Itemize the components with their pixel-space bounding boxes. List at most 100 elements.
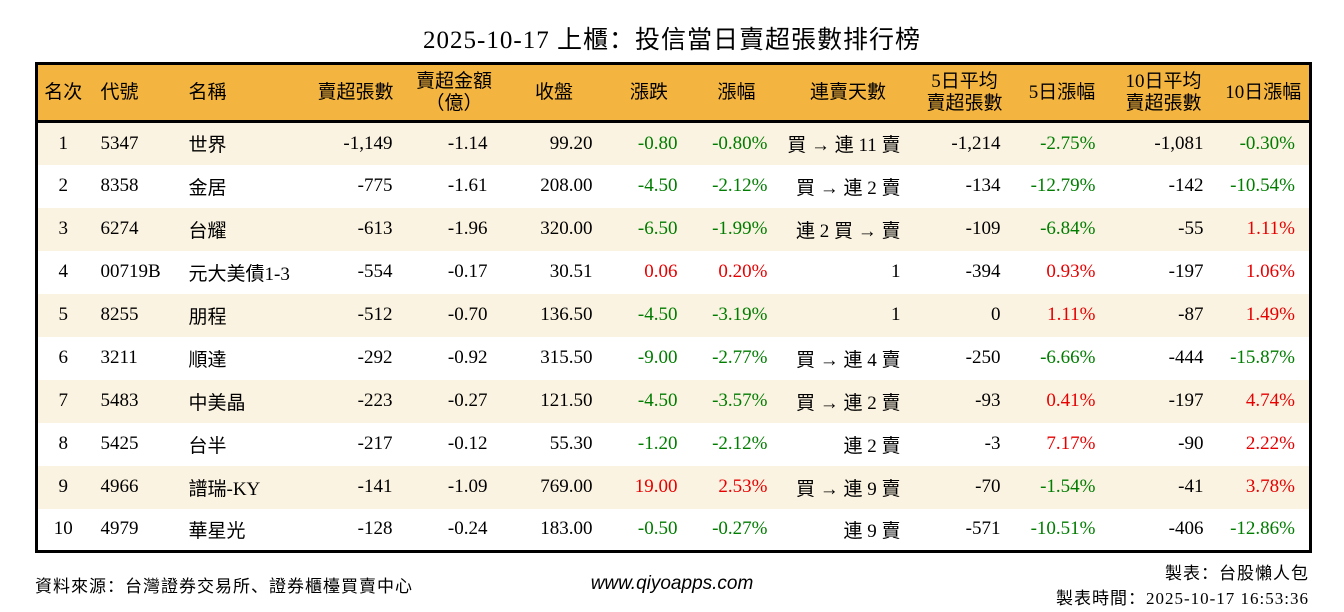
cell-net_sell: -554 xyxy=(357,261,393,282)
cell-avg10: -87 xyxy=(1178,304,1204,325)
table-row: 9 4966 譜瑞-KY -141 -1.09 769.00 19.00 2.53% 買 → 連… xyxy=(36,465,1311,509)
cell-avg10: -55 xyxy=(1178,218,1204,239)
cell-avg10: -197 xyxy=(1168,261,1204,282)
cell-change_pct: 0.20% xyxy=(718,261,768,282)
cell-net_sell: -775 xyxy=(357,175,393,196)
cell-rank: 1 xyxy=(58,132,69,154)
cell-change_pct: -2.12% xyxy=(712,175,768,196)
cell-pct10: -0.30% xyxy=(1239,132,1295,154)
cell-avg5: -394 xyxy=(965,261,1001,282)
cell-pct5: -1.54% xyxy=(1040,476,1096,497)
cell-pct10: -15.87% xyxy=(1230,347,1295,368)
cell-net_sell: -292 xyxy=(357,347,393,368)
table-row: 1 5347 世界 -1,149 -1.14 99.20 -0.80 -0.80% 買 → 連 … xyxy=(36,121,1311,165)
cell-pct5: -2.75% xyxy=(1040,132,1096,154)
cell-close: 320.00 xyxy=(540,218,593,239)
cell-code: 00719B xyxy=(100,261,161,282)
cell-change: -9.00 xyxy=(637,347,678,368)
column-header-code: 代號 xyxy=(88,63,177,123)
cell-amount: -0.17 xyxy=(447,261,488,282)
cell-streak: 買 → 連 9 賣 xyxy=(795,478,901,500)
cell-streak: 買 → 連 2 賣 xyxy=(795,392,901,414)
cell-avg5: -3 xyxy=(984,433,1001,454)
cell-rank: 4 xyxy=(58,261,69,282)
cell-net_sell: -128 xyxy=(357,518,393,540)
column-header-name: 名稱 xyxy=(176,63,305,123)
column-header-avg10: 10日平均 賣超張數 xyxy=(1109,63,1218,123)
cell-net_sell: -217 xyxy=(357,433,393,454)
cell-code: 5425 xyxy=(100,433,139,454)
cell-code: 8255 xyxy=(100,304,139,325)
generated-timestamp: 製表時間：2025-10-17 16:53:36 xyxy=(1055,588,1309,608)
cell-avg10: -406 xyxy=(1168,518,1204,540)
cell-amount: -0.70 xyxy=(447,304,488,325)
cell-change_pct: -2.77% xyxy=(712,347,768,368)
cell-code: 5483 xyxy=(100,390,139,411)
column-header-amount: 賣超金額 （億） xyxy=(406,63,502,123)
cell-rank: 6 xyxy=(58,347,69,368)
cell-rank: 3 xyxy=(58,218,69,239)
table-row: 6 3211 順達 -292 -0.92 315.50 -9.00 -2.77% 買 → 連 4… xyxy=(37,337,1311,380)
table-body: 1 5347 世界 -1,149 -1.14 99.20 -0.80 -0.80% 買 → 連 … xyxy=(36,121,1311,552)
cell-close: 315.50 xyxy=(540,347,593,368)
column-header-pct10: 10日漲幅 xyxy=(1217,63,1311,123)
cell-change_pct: 2.53% xyxy=(718,476,768,497)
cell-amount: -0.92 xyxy=(447,347,488,368)
website-link[interactable]: www.qiyoapps.com xyxy=(590,573,754,594)
cell-pct10: -12.86% xyxy=(1230,518,1295,540)
cell-code: 4979 xyxy=(100,518,139,540)
ranking-table: 名次 代號 名稱 賣超張數 賣超金額 （億） 收盤 漲跌 漲幅 連賣天數 5日平均 賣超張數 5日漲… xyxy=(35,62,1312,553)
cell-streak: 1 xyxy=(891,261,901,282)
cell-pct5: 0.41% xyxy=(1046,390,1096,411)
cell-amount: -0.12 xyxy=(447,433,488,454)
cell-pct5: -6.66% xyxy=(1040,347,1096,368)
cell-pct10: -10.54% xyxy=(1230,175,1295,196)
cell-pct5: 7.17% xyxy=(1046,433,1096,454)
cell-avg5: -1,214 xyxy=(951,132,1001,154)
cell-avg10: -90 xyxy=(1178,433,1204,454)
cell-rank: 8 xyxy=(58,433,69,454)
cell-pct10: 4.74% xyxy=(1245,390,1295,411)
cell-net_sell: -141 xyxy=(357,476,393,497)
cell-amount: -1.14 xyxy=(447,132,488,154)
table-row: 10 4979 華星光 -128 -0.24 183.00 -0.50 -0.27% 連 9 賣… xyxy=(37,509,1311,552)
cell-change_pct: -2.12% xyxy=(712,433,768,454)
cell-close: 208.00 xyxy=(540,175,593,196)
table-row: 5 8255 朋程 -512 -0.70 136.50 -4.50 -3.19% 1 0 1.11%… xyxy=(36,293,1311,337)
column-header-net_sell: 賣超張數 xyxy=(304,63,407,123)
cell-amount: -0.27 xyxy=(447,390,488,411)
cell-rank: 7 xyxy=(58,390,69,411)
cell-avg10: -41 xyxy=(1178,476,1204,497)
cell-amount: -1.09 xyxy=(447,476,488,497)
cell-avg5: -109 xyxy=(965,218,1001,239)
cell-change: -0.50 xyxy=(637,518,678,540)
cell-change: -1.20 xyxy=(637,433,678,454)
cell-name: 朋程 xyxy=(188,306,227,328)
cell-change_pct: -0.80% xyxy=(712,132,768,154)
cell-change_pct: -3.57% xyxy=(712,390,768,411)
cell-close: 183.00 xyxy=(540,518,593,540)
cell-pct10: 1.11% xyxy=(1246,218,1295,239)
author-note: 製表：台股懶人包 xyxy=(1165,564,1309,583)
column-header-change_pct: 漲幅 xyxy=(691,63,782,123)
cell-pct10: 1.49% xyxy=(1245,304,1295,325)
cell-avg5: -70 xyxy=(975,476,1001,497)
cell-name: 譜瑞-KY xyxy=(188,478,261,500)
cell-code: 4966 xyxy=(100,476,139,497)
cell-change: -4.50 xyxy=(637,175,678,196)
cell-avg10: -1,081 xyxy=(1154,132,1204,154)
cell-name: 台耀 xyxy=(188,220,227,242)
table-row: 4 00719B 元大美債1-3 -554 -0.17 30.51 0.06 0.20% 1 -3… xyxy=(37,251,1311,294)
cell-avg5: -250 xyxy=(965,347,1001,368)
cell-pct5: 1.11% xyxy=(1047,304,1096,325)
cell-avg5: 0 xyxy=(991,304,1001,325)
cell-name: 世界 xyxy=(188,135,227,157)
cell-rank: 10 xyxy=(53,518,73,540)
cell-change_pct: -1.99% xyxy=(712,218,768,239)
cell-avg10: -197 xyxy=(1168,390,1204,411)
cell-net_sell: -223 xyxy=(357,390,393,411)
cell-avg5: -93 xyxy=(975,390,1001,411)
cell-change_pct: -0.27% xyxy=(712,518,768,540)
cell-code: 5347 xyxy=(100,132,139,154)
cell-pct10: 2.22% xyxy=(1245,433,1295,454)
